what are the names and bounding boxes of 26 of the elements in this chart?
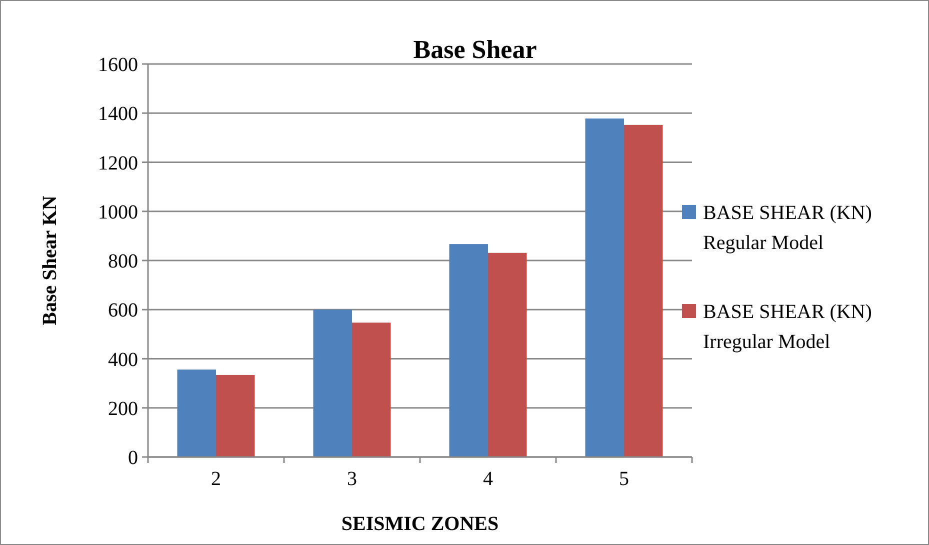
legend-label: BASE SHEAR (KN) Regular Model — [703, 202, 872, 254]
bar — [313, 310, 352, 457]
chart-title: Base Shear — [413, 35, 537, 64]
y-tick-label: 1600 — [98, 54, 138, 76]
x-axis-title: SEISMIC ZONES — [341, 513, 499, 535]
y-tick-label: 1200 — [98, 152, 138, 174]
bar — [216, 374, 255, 457]
y-tick-label: 1000 — [98, 201, 138, 224]
y-tick-label: 200 — [108, 398, 138, 420]
y-tick-label: 600 — [108, 300, 138, 322]
x-tick-label: 3 — [347, 468, 357, 490]
bar — [177, 370, 216, 457]
bar — [624, 124, 663, 457]
legend-label: BASE SHEAR (KN) Irregular Model — [703, 301, 872, 353]
y-tick-label: 400 — [108, 348, 138, 371]
bar — [488, 252, 527, 457]
bar — [585, 118, 624, 457]
y-tick-label: 800 — [108, 250, 138, 272]
bar — [449, 244, 488, 457]
y-tick-label: 1400 — [98, 103, 138, 126]
x-tick-label: 2 — [211, 468, 221, 490]
y-axis-title: Base Shear KN — [39, 195, 61, 326]
y-tick-label: 0 — [128, 447, 138, 469]
x-tick-label: 4 — [483, 468, 493, 490]
bar — [352, 322, 391, 457]
x-tick-label: 5 — [619, 468, 629, 490]
